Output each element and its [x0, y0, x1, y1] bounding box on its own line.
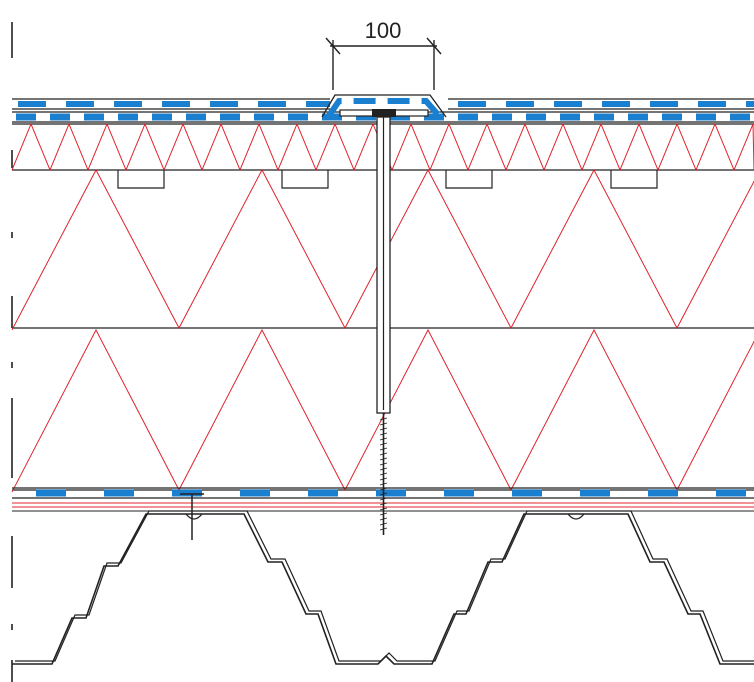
screw-thread — [379, 447, 388, 451]
membrane-dash — [118, 113, 138, 121]
membrane-dash — [458, 101, 486, 107]
mechanical-fastener — [376, 116, 391, 535]
screw-thread — [379, 437, 388, 441]
membrane-dash — [492, 113, 512, 121]
membrane-dash — [662, 113, 682, 121]
overlap-dimension: 100 — [325, 18, 442, 90]
membrane-dash — [376, 489, 406, 497]
membrane-dash — [730, 113, 750, 121]
membrane-dash — [602, 101, 630, 107]
screw-thread — [379, 457, 388, 461]
membrane-dash — [172, 489, 202, 497]
screw-thread — [379, 497, 388, 501]
spacer-tab — [610, 170, 658, 189]
screw-thread — [379, 452, 388, 456]
deck-stiffener — [185, 513, 203, 520]
membrane-dash — [554, 101, 582, 107]
membrane-dash — [390, 113, 410, 121]
deck-profile-inner — [15, 510, 754, 662]
insulation-zigzag — [11, 122, 754, 172]
membrane-dash — [36, 489, 66, 497]
dimension-tick-right — [426, 37, 442, 55]
screw-thread — [379, 422, 388, 426]
membrane-dash — [648, 489, 678, 497]
screw-thread — [379, 482, 388, 486]
insulation-spacer-tabs — [117, 170, 658, 189]
membrane-dash — [186, 113, 206, 121]
membrane-dash — [746, 101, 754, 107]
screw-thread — [379, 502, 388, 506]
overlap-strip-membrane — [325, 98, 443, 119]
membrane-dash — [18, 101, 46, 107]
membrane-dash — [356, 113, 376, 121]
membrane-dash — [650, 101, 678, 107]
membrane-dash — [162, 101, 190, 107]
screw-thread — [379, 492, 388, 496]
membrane-dash — [50, 113, 70, 121]
dimension-tick-left — [325, 37, 341, 55]
top-waterproofing-membrane — [12, 94, 754, 123]
membrane-dash — [424, 113, 444, 121]
overlap-strip-outline — [321, 94, 447, 118]
screw-thread — [379, 507, 388, 511]
deck-stiffener — [567, 513, 585, 520]
screw-thread — [379, 527, 388, 531]
membrane-dash — [254, 113, 274, 121]
spacer-tab — [281, 170, 329, 189]
screw-thread — [379, 517, 388, 521]
membrane-dash — [506, 101, 534, 107]
insulation-zigzag — [11, 168, 754, 331]
membrane-dash — [512, 489, 542, 497]
membrane-dash — [258, 101, 286, 107]
membrane-dash — [716, 489, 746, 497]
membrane-dash — [240, 489, 270, 497]
membrane-dash — [698, 101, 726, 107]
fastener-head — [372, 109, 396, 117]
spacer-tab — [445, 170, 493, 189]
screw-thread — [379, 467, 388, 471]
membrane-dash — [66, 101, 94, 107]
membrane-dash — [16, 113, 36, 121]
screw-thread — [379, 432, 388, 436]
screw-thread — [379, 442, 388, 446]
screw-thread — [379, 462, 388, 466]
screw-thread — [379, 477, 388, 481]
membrane-dash — [322, 113, 342, 121]
dimension-label: 100 — [365, 18, 402, 43]
membrane-dash — [560, 113, 580, 121]
membrane-dash — [308, 489, 338, 497]
membrane-dash — [580, 489, 610, 497]
trapezoidal-steel-deck — [12, 510, 754, 665]
membrane-dash — [288, 113, 308, 121]
membrane-dash — [114, 101, 142, 107]
insulation-zigzag — [11, 328, 754, 493]
screw-thread — [379, 417, 388, 421]
screw-thread — [379, 472, 388, 476]
membrane-dash — [84, 113, 104, 121]
membrane-dash — [696, 113, 716, 121]
spacer-tab — [117, 170, 165, 189]
screw-thread — [379, 487, 388, 491]
membrane-dash — [306, 101, 330, 107]
membrane-dash — [220, 113, 240, 121]
membrane-dash — [526, 113, 546, 121]
vapour-barrier-fastener — [180, 493, 204, 540]
membrane-dash — [104, 489, 134, 497]
screw-thread — [379, 427, 388, 431]
membrane-dash — [628, 113, 648, 121]
screw-thread — [379, 512, 388, 516]
screw-thread — [379, 522, 388, 526]
membrane-dash — [152, 113, 172, 121]
membrane-dash — [458, 113, 478, 121]
membrane-dash — [444, 489, 474, 497]
membrane-dash — [210, 101, 238, 107]
membrane-dash — [594, 113, 614, 121]
